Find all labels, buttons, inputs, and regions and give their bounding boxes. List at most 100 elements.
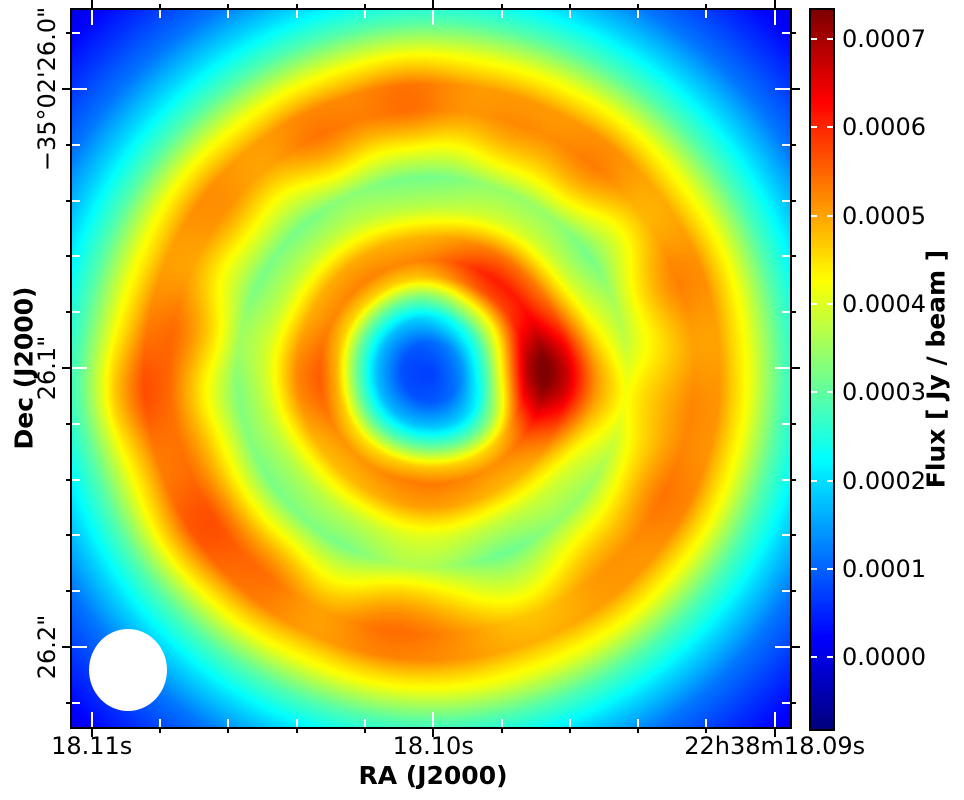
y-tick-in-right bbox=[782, 590, 790, 593]
y-tick-in-right bbox=[782, 701, 790, 704]
colorbar-tick-label: 0.0000 bbox=[842, 642, 926, 671]
y-tick-in-left bbox=[72, 478, 80, 481]
colorbar-tick-label: 0.0002 bbox=[842, 466, 926, 495]
x-tick-in-top bbox=[773, 10, 776, 25]
colorbar-tick-left bbox=[811, 214, 817, 217]
x-tick-in-bottom bbox=[773, 712, 776, 727]
y-tick-in-right bbox=[775, 645, 790, 648]
x-tick-out-bottom bbox=[363, 729, 366, 733]
y-tick-in-right bbox=[782, 255, 790, 258]
y-tick-out-right bbox=[792, 701, 796, 704]
x-tick-in-top bbox=[159, 10, 162, 18]
y-tick-in-left bbox=[72, 311, 80, 314]
y-tick-out-right bbox=[792, 143, 796, 146]
x-tick-in-top bbox=[432, 10, 435, 25]
colorbar-tick-label: 0.0003 bbox=[842, 378, 926, 407]
x-tick-out-bottom bbox=[432, 729, 435, 737]
y-tick-in-left bbox=[72, 199, 80, 202]
x-tick-in-bottom bbox=[295, 719, 298, 727]
x-tick-in-bottom bbox=[637, 719, 640, 727]
y-tick-out-right bbox=[792, 255, 796, 258]
x-tick-out-top bbox=[568, 4, 571, 8]
x-axis-label: RA (J2000) bbox=[358, 761, 508, 790]
x-tick-out-top bbox=[295, 4, 298, 8]
y-tick-in-right bbox=[782, 422, 790, 425]
colorbar bbox=[809, 8, 835, 731]
x-tick-in-top bbox=[90, 10, 93, 25]
y-tick-in-right bbox=[782, 311, 790, 314]
plot-area bbox=[62, 0, 800, 737]
y-tick-in-left bbox=[72, 422, 80, 425]
x-tick-out-top bbox=[637, 4, 640, 8]
y-tick-out-left bbox=[66, 199, 70, 202]
x-tick-out-top bbox=[363, 4, 366, 8]
colorbar-tick-right bbox=[827, 38, 833, 41]
y-tick-in-left bbox=[72, 32, 80, 35]
y-axis-label: Dec (J2000) bbox=[9, 286, 39, 450]
x-tick-label: 18.11s bbox=[51, 732, 133, 760]
colorbar-tick-left bbox=[811, 567, 817, 570]
x-tick-in-top bbox=[363, 10, 366, 18]
y-tick-label: 26.2" bbox=[32, 614, 61, 680]
colorbar-tick-left bbox=[811, 302, 817, 305]
x-tick-out-bottom bbox=[159, 729, 162, 733]
x-tick-label: 18.10s bbox=[392, 732, 474, 760]
y-tick-in-left bbox=[72, 701, 80, 704]
colorbar-tick-left bbox=[811, 479, 817, 482]
x-tick-in-bottom bbox=[227, 719, 230, 727]
x-tick-out-bottom bbox=[500, 729, 503, 733]
y-tick-out-left bbox=[62, 645, 70, 648]
x-tick-out-bottom bbox=[295, 729, 298, 733]
y-tick-out-right bbox=[792, 32, 796, 35]
y-tick-out-right bbox=[792, 534, 796, 537]
y-tick-in-left bbox=[72, 143, 80, 146]
x-tick-in-top bbox=[500, 10, 503, 18]
y-tick-in-left bbox=[72, 645, 87, 648]
x-tick-in-bottom bbox=[90, 712, 93, 727]
x-tick-in-top bbox=[295, 10, 298, 18]
y-tick-in-left bbox=[72, 590, 80, 593]
x-tick-in-bottom bbox=[500, 719, 503, 727]
colorbar-tick-left bbox=[811, 126, 817, 129]
x-tick-in-top bbox=[568, 10, 571, 18]
flux-heatmap-image bbox=[72, 10, 790, 727]
colorbar-tick-right bbox=[827, 656, 833, 659]
colorbar-tick-label: 0.0007 bbox=[842, 24, 926, 53]
x-tick-out-bottom bbox=[90, 729, 93, 737]
y-tick-in-right bbox=[782, 534, 790, 537]
beam-ellipse bbox=[89, 629, 167, 711]
y-tick-in-right bbox=[775, 366, 790, 369]
y-tick-in-right bbox=[782, 143, 790, 146]
x-tick-in-top bbox=[637, 10, 640, 18]
x-tick-out-top bbox=[227, 4, 230, 8]
y-tick-in-left bbox=[72, 88, 87, 90]
y-tick-out-left bbox=[66, 143, 70, 146]
colorbar-tick-label: 0.0005 bbox=[842, 201, 926, 230]
y-tick-out-left bbox=[62, 366, 70, 369]
x-tick-in-bottom bbox=[363, 719, 366, 727]
colorbar-tick-right bbox=[827, 302, 833, 305]
y-tick-out-left bbox=[66, 255, 70, 258]
y-tick-out-right bbox=[792, 311, 796, 314]
colorbar-tick-left bbox=[811, 391, 817, 394]
y-tick-out-left bbox=[66, 32, 70, 35]
y-tick-out-left bbox=[62, 88, 70, 90]
x-tick-out-bottom bbox=[773, 729, 776, 737]
y-tick-label: −35°02'26.0" bbox=[32, 6, 61, 172]
y-tick-in-left bbox=[72, 366, 87, 369]
colorbar-tick-right bbox=[827, 479, 833, 482]
x-tick-out-top bbox=[500, 4, 503, 8]
x-tick-in-bottom bbox=[568, 719, 571, 727]
x-tick-in-top bbox=[227, 10, 230, 18]
y-tick-out-left bbox=[66, 311, 70, 314]
colorbar-tick-label: 0.0006 bbox=[842, 113, 926, 142]
x-tick-out-bottom bbox=[637, 729, 640, 733]
colorbar-tick-label: 0.0004 bbox=[842, 289, 926, 318]
colorbar-tick-left bbox=[811, 656, 817, 659]
y-tick-out-right bbox=[792, 478, 796, 481]
x-tick-out-top bbox=[705, 4, 708, 8]
x-tick-out-top bbox=[90, 0, 93, 8]
colorbar-gradient bbox=[811, 10, 833, 729]
x-tick-label: 22h38m18.09s bbox=[684, 732, 866, 760]
